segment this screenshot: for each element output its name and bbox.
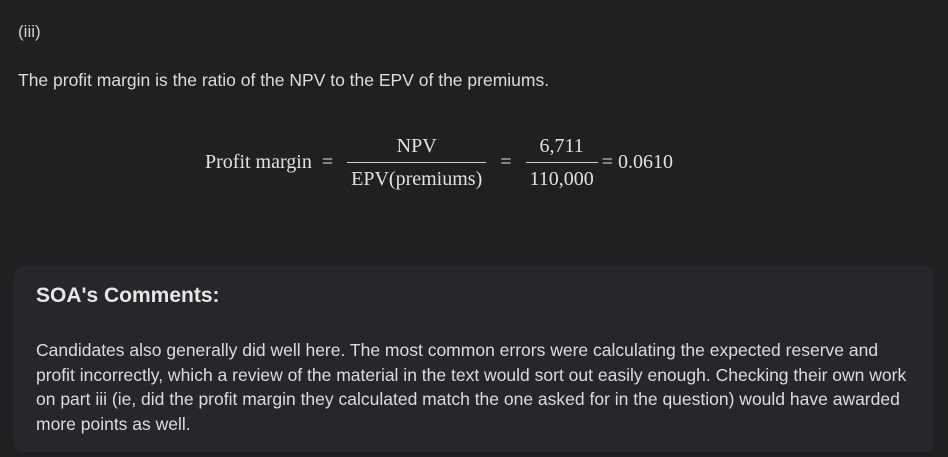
fraction-values: 6,711 110,000 xyxy=(522,134,602,191)
fraction-npv-epv: NPV EPV(premiums) xyxy=(343,134,490,191)
fraction-bar xyxy=(347,161,487,163)
profit-margin-equation: Profit margin = NPV EPV(premiums) = 6,71… xyxy=(205,130,673,194)
part-label: (iii) xyxy=(18,22,41,41)
fraction-denominator: 110,000 xyxy=(529,167,594,190)
comments-body: Candidates also generally did well here.… xyxy=(36,340,907,434)
equals-sign: = xyxy=(321,150,334,173)
fraction-bar xyxy=(525,161,598,163)
fraction-numerator: NPV xyxy=(396,134,437,157)
intro-text: The profit margin is the ratio of the NP… xyxy=(18,70,550,90)
equation-result: = 0.0610 xyxy=(601,150,674,173)
fraction-numerator: 6,711 xyxy=(539,134,584,157)
equals-sign: = xyxy=(500,150,512,173)
fraction-denominator: EPV(premiums) xyxy=(351,167,483,190)
comments-title: SOA's Comments: xyxy=(36,284,220,307)
equation-lhs: Profit margin xyxy=(205,150,312,173)
soa-comments-box: SOA's Comments: Candidates also generall… xyxy=(14,266,934,452)
